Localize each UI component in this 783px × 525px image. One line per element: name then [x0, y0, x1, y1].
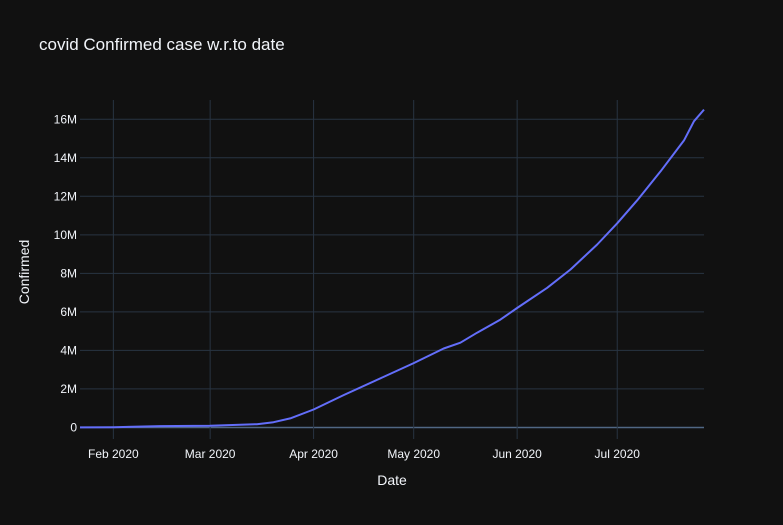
- x-tick-label: Feb 2020: [88, 447, 139, 461]
- tick-labels: 0 2M 4M 6M 8M 10M 12M 14M 16M Feb 2020 Mar 2020 Apr…: [54, 112, 641, 461]
- grid: [80, 100, 704, 439]
- chart-title: covid Confirmed case w.r.to date: [39, 35, 285, 54]
- y-axis-title: Confirmed: [16, 240, 32, 305]
- y-tick-label: 8M: [60, 266, 77, 280]
- y-tick-label: 10M: [54, 228, 77, 242]
- y-tick-label: 2M: [60, 382, 77, 396]
- x-tick-label: Mar 2020: [185, 447, 236, 461]
- y-tick-label: 16M: [54, 112, 77, 126]
- x-axis-title: Date: [377, 472, 407, 488]
- y-tick-label: 6M: [60, 305, 77, 319]
- series-line: [79, 108, 705, 429]
- y-tick-label: 4M: [60, 343, 77, 357]
- x-tick-label: Jul 2020: [595, 447, 641, 461]
- y-tick-label: 14M: [54, 151, 77, 165]
- y-tick-label: 0: [70, 420, 77, 434]
- plot-area: [79, 108, 705, 429]
- x-tick-label: Apr 2020: [289, 447, 338, 461]
- x-tick-label: May 2020: [387, 447, 440, 461]
- y-tick-label: 12M: [54, 189, 77, 203]
- x-tick-label: Jun 2020: [492, 447, 542, 461]
